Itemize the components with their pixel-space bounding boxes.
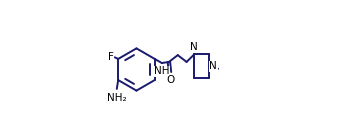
Text: O: O: [167, 75, 175, 85]
Text: NH₂: NH₂: [106, 93, 126, 103]
Text: N: N: [209, 61, 217, 71]
Text: NH: NH: [154, 66, 169, 76]
Text: F: F: [108, 52, 114, 62]
Text: N: N: [190, 42, 198, 52]
